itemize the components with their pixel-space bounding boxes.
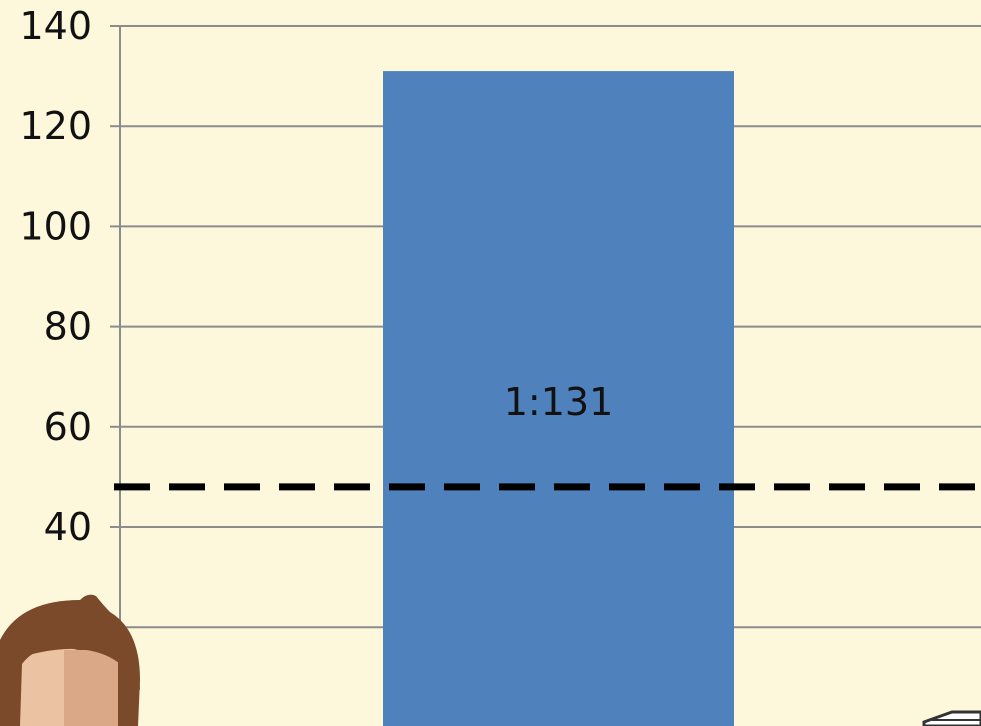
y-tick-labels: 40 60 80 100 120 140 (19, 4, 92, 549)
y-tick-label: 140 (19, 4, 92, 48)
y-tick-label: 120 (19, 104, 92, 148)
bars (383, 71, 734, 726)
person-avatar-icon (0, 594, 140, 726)
bar-data-label: 1:131 (504, 380, 614, 424)
y-tick-label: 100 (19, 204, 92, 248)
y-tick-label: 60 (44, 405, 92, 449)
book-stack-icon (922, 710, 981, 726)
y-tick-label: 80 (44, 305, 92, 349)
data-labels: 1:131 (504, 380, 614, 424)
y-tick-label: 40 (44, 505, 92, 549)
bar (383, 71, 734, 726)
